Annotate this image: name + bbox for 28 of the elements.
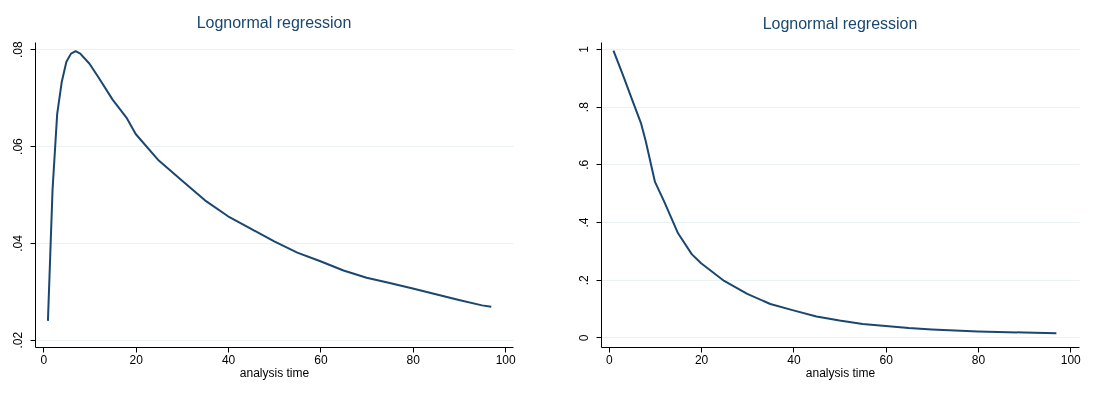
x-tick-label: 100 [1060, 352, 1082, 367]
chart-title: Lognormal regression [762, 15, 918, 32]
x-tick-label: 80 [971, 352, 986, 367]
x-tick-label: 20 [129, 352, 144, 367]
x-axis-title: analysis time [805, 365, 876, 380]
x-tick-label: 60 [314, 352, 328, 367]
x-tick-label: 40 [221, 352, 236, 367]
y-tick-label: 1 [576, 45, 591, 53]
y-tick-label: .8 [576, 101, 591, 113]
x-tick-label: 20 [694, 352, 709, 367]
x-tick-label: 80 [406, 352, 421, 367]
y-tick-label: .04 [10, 234, 25, 252]
y-tick-label: .06 [10, 137, 25, 155]
x-tick-label: 40 [787, 352, 801, 367]
y-tick-label: .2 [576, 274, 591, 286]
y-tick-label: .02 [10, 331, 25, 349]
y-tick-label: .08 [10, 41, 25, 59]
x-axis-title: analysis time [239, 365, 310, 380]
y-tick-label: .6 [576, 159, 591, 170]
line-series [612, 49, 1058, 335]
x-tick-label: 0 [606, 352, 613, 367]
x-tick-label: 0 [40, 352, 48, 367]
x-tick-label: 100 [495, 352, 516, 367]
x-tick-label: 60 [879, 352, 894, 367]
y-tick-label: 0 [576, 334, 591, 342]
chart-title: Lognormal regression [196, 13, 352, 31]
line-series [46, 50, 493, 322]
y-tick-label: .4 [576, 217, 591, 228]
